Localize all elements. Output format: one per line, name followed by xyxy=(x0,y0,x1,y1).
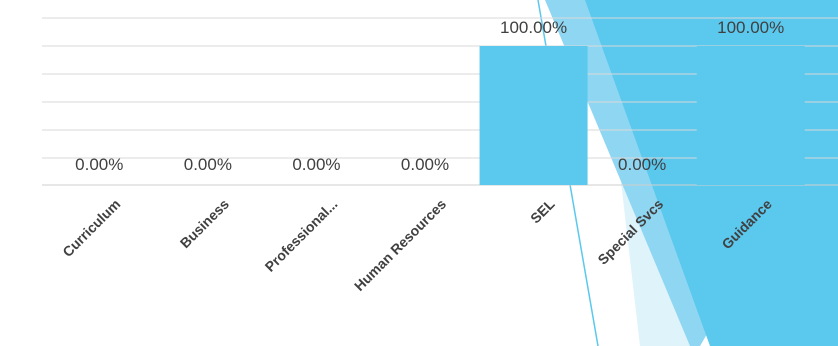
category-label: Human Resources xyxy=(351,196,449,294)
category-label: Business xyxy=(177,196,232,251)
data-label: 0.00% xyxy=(184,155,232,174)
data-label: 100.00% xyxy=(717,18,784,37)
data-label: 0.00% xyxy=(618,155,666,174)
bar-guidance xyxy=(696,46,805,185)
data-label: 0.00% xyxy=(401,155,449,174)
category-label: SEL xyxy=(527,195,558,226)
data-label: 100.00% xyxy=(500,18,567,37)
data-label: 0.00% xyxy=(75,155,123,174)
bar-sel xyxy=(479,46,588,185)
data-label: 0.00% xyxy=(292,155,340,174)
category-label: Professional... xyxy=(262,196,341,275)
bars xyxy=(479,46,805,185)
category-label: Curriculum xyxy=(59,196,123,260)
data-labels: 0.00% 0.00% 0.00% 0.00% 100.00% 0.00% 100.00% xyxy=(75,18,784,174)
